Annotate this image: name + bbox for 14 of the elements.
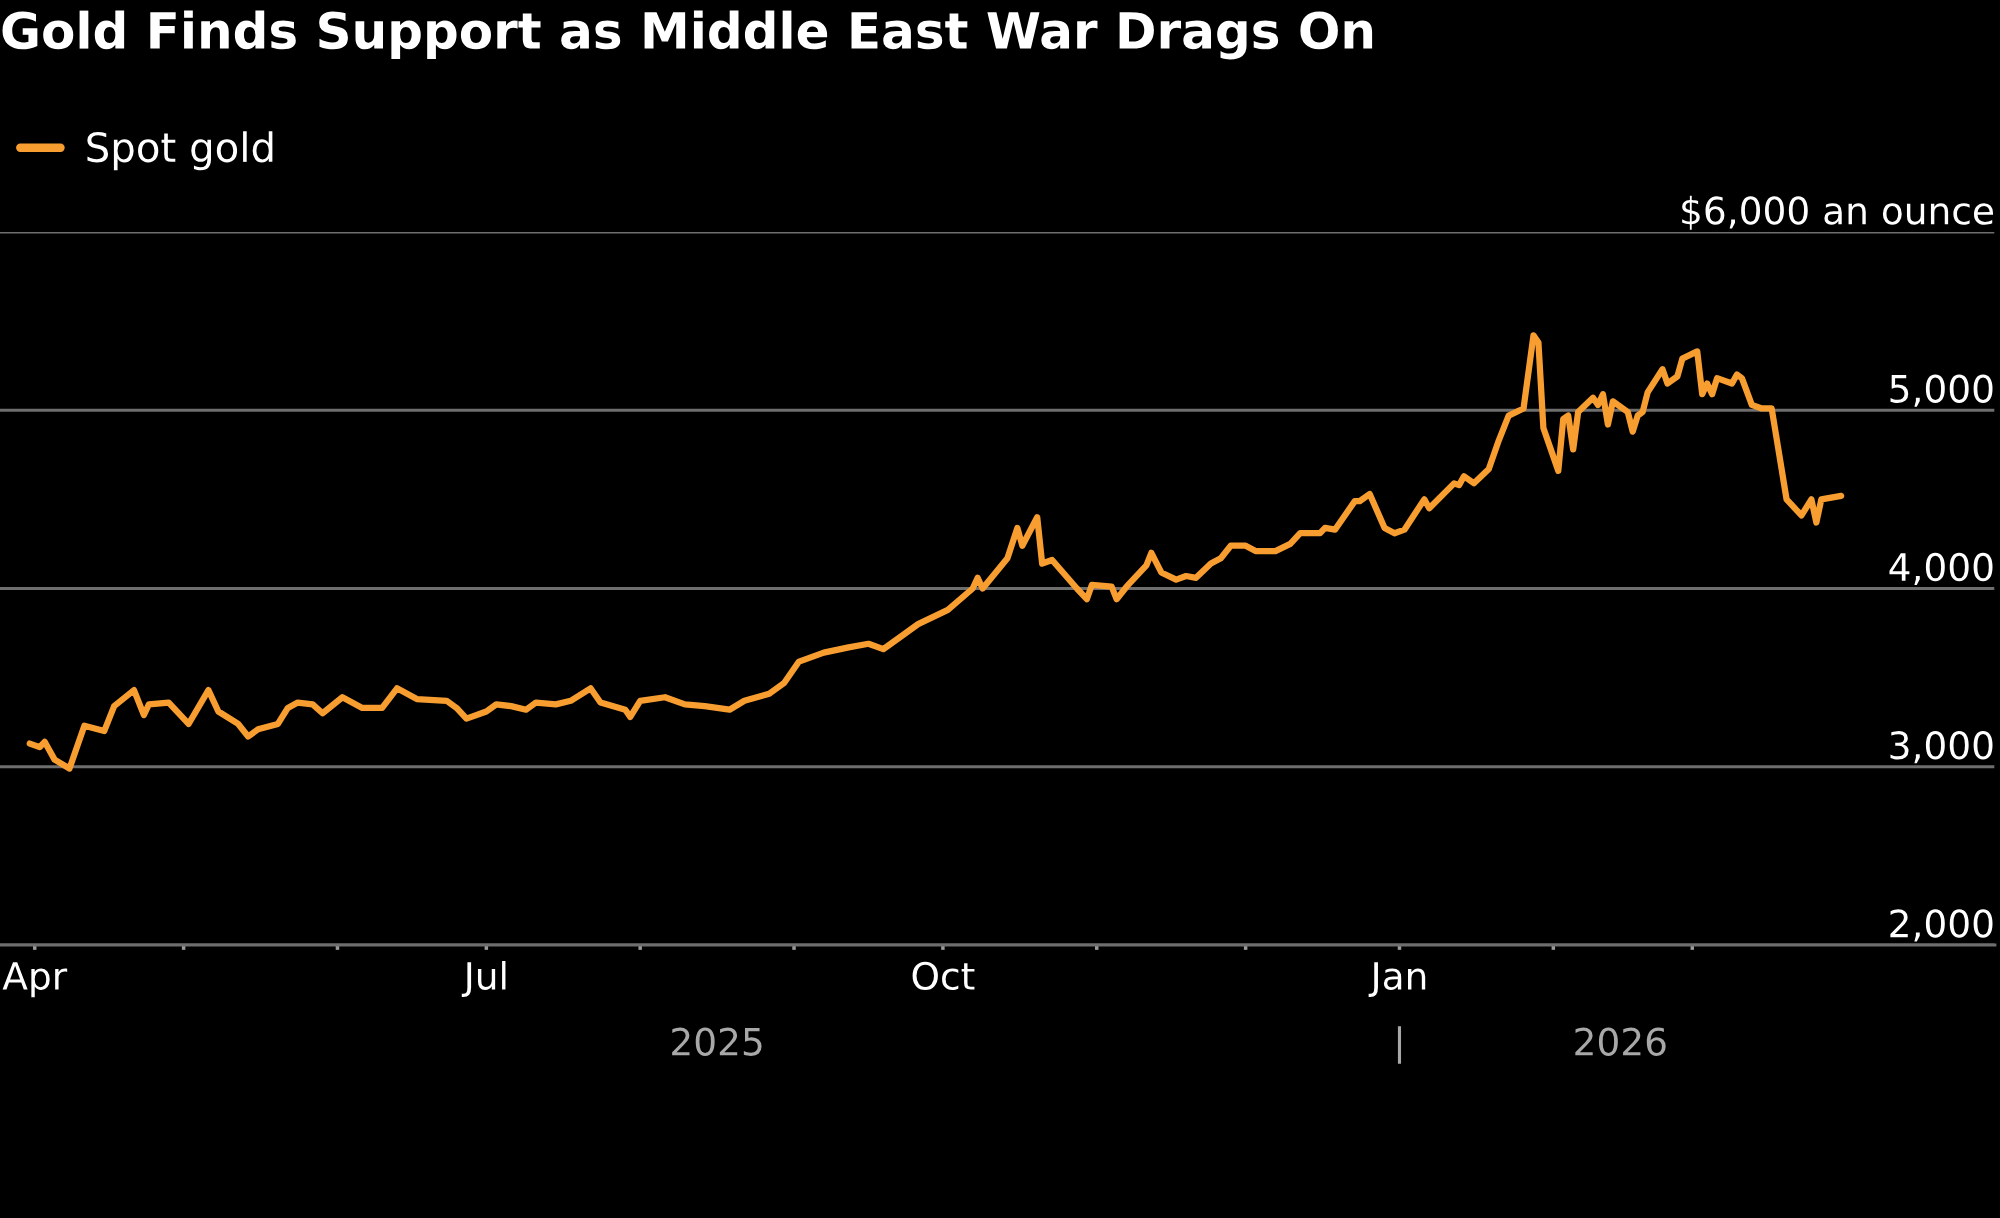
chart-title: Gold Finds Support as Middle East War Drags On: [2, 10, 1373, 60]
x-tick-label: Jul: [461, 960, 506, 997]
y-tick-label: 5,000: [1890, 374, 1993, 407]
y-tick-label: 3,000: [1890, 731, 1993, 764]
y-tick-label: 4,000: [1889, 552, 1993, 586]
legend-label: Spot gold: [87, 131, 273, 171]
x-tick-label: Oct: [912, 961, 975, 990]
text: 2025: [672, 1027, 762, 1056]
x-tick-label: Apr: [2, 962, 68, 998]
y-tick-label: $6,000 an ounce: [1682, 195, 1993, 230]
x-tick-label: Jan: [1368, 962, 1426, 997]
text: |: [1397, 1026, 1402, 1064]
text: 2026: [1575, 1027, 1666, 1056]
y-tick-label: 2,000: [1890, 909, 1993, 942]
